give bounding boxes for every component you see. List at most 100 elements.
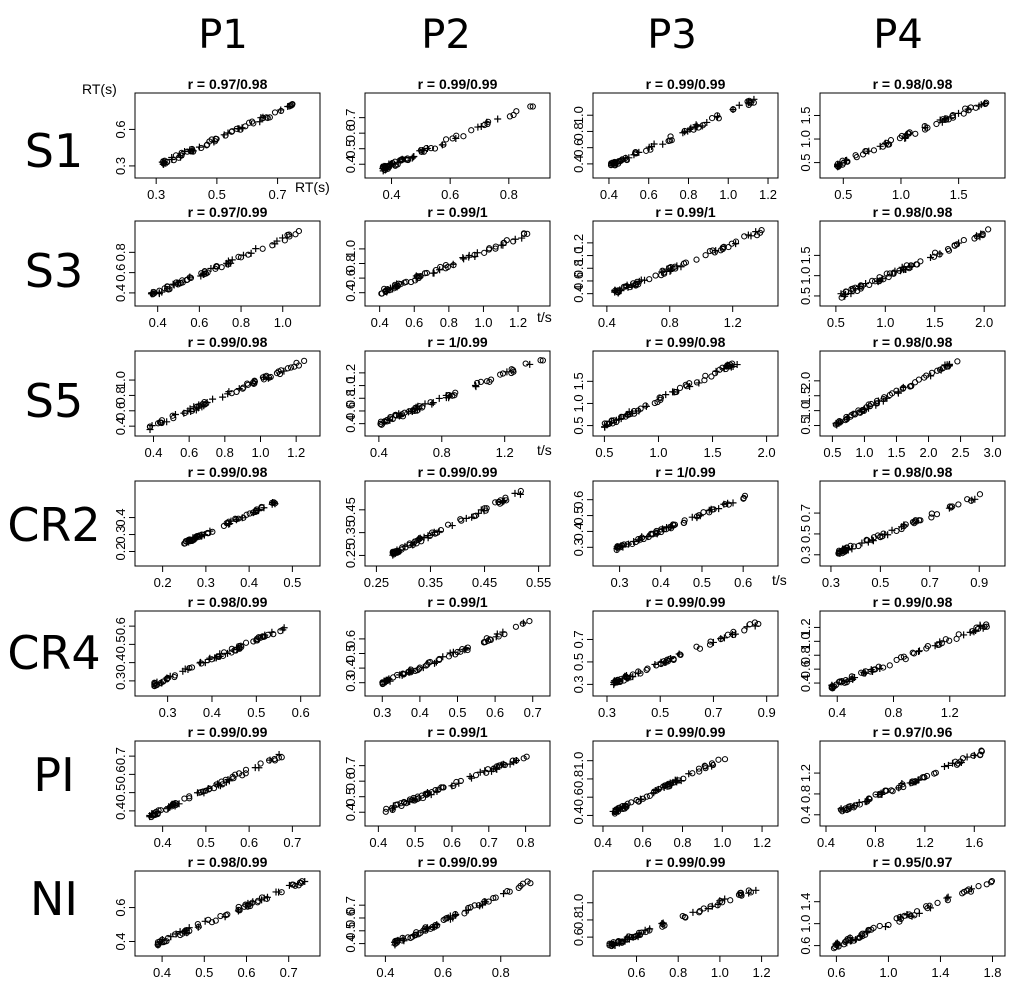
circle-point-s1-p4-7 xyxy=(933,120,940,128)
plus-point-pi-p3-66 xyxy=(669,778,677,786)
plus-point-cr2-p4-69 xyxy=(836,549,844,557)
circle-point-s5-p1-38 xyxy=(244,381,252,388)
y-tick-label-cr4-p3-0: 0.3 xyxy=(571,675,586,693)
y-tick-label-cr4-p2-0: 0.3 xyxy=(343,674,358,692)
plus-point-pi-p2-57 xyxy=(466,772,474,780)
plus-point-pi-p2-24 xyxy=(468,774,476,782)
circle-point-cr4-p2-32 xyxy=(481,638,488,646)
circle-point-s1-p2-22 xyxy=(506,113,514,120)
circle-point-s1-p3-2 xyxy=(668,137,675,144)
circle-point-cr2-p3-41 xyxy=(710,506,717,513)
circle-point-cr2-p4-65 xyxy=(864,537,871,544)
x-tick-label-s5-p3-0: 0.5 xyxy=(595,445,613,460)
row-label-s3: S3 xyxy=(24,244,84,298)
x-tick-label-pi-p2-1: 0.5 xyxy=(406,835,424,850)
circle-point-cr2-p1-62 xyxy=(209,528,216,535)
circle-point-s3-p2-67 xyxy=(382,287,389,294)
plus-point-cr4-p4-57 xyxy=(876,664,884,672)
circle-point-s3-p3-19 xyxy=(672,265,679,272)
circle-point-s1-p1-65 xyxy=(164,158,171,166)
plus-point-cr2-p3-66 xyxy=(668,522,676,530)
plus-point-pi-p1-30 xyxy=(225,777,233,785)
plus-point-cr4-p4-54 xyxy=(976,622,984,630)
circle-point-cr2-p1-44 xyxy=(233,516,240,523)
circle-point-s5-p3-67 xyxy=(651,399,658,407)
plus-point-cr4-p4-18 xyxy=(966,628,974,636)
circle-point-pi-p2-61 xyxy=(501,761,509,769)
x-tick-label-s1-p2-0: 0.4 xyxy=(382,187,400,202)
x-tick-label-ni-p1-2: 0.6 xyxy=(237,965,255,980)
x-tick-label-ni-p4-2: 1.4 xyxy=(931,965,949,980)
circle-point-s3-p3-47 xyxy=(682,259,689,266)
circle-point-ni-p4-56 xyxy=(885,921,892,929)
circle-point-cr4-p4-20 xyxy=(946,637,953,644)
y-tick-label-cr4-p2-3: 0.6 xyxy=(343,630,358,648)
circle-point-s1-p2-59 xyxy=(392,162,399,169)
plus-point-cr4-p4-48 xyxy=(851,674,859,682)
plus-point-pi-p2-18 xyxy=(433,787,441,795)
y-tick-label-ni-p3-2: 1.0 xyxy=(571,894,586,912)
y-tick-label-s5-p2-1: 0.6 xyxy=(343,402,358,420)
circle-point-cr2-p2-43 xyxy=(457,516,464,523)
circle-point-s3-p4-53 xyxy=(907,262,915,269)
circle-point-s3-p2-65 xyxy=(500,239,507,246)
plus-point-s3-p4-69 xyxy=(862,280,870,288)
plus-point-pi-p4-60 xyxy=(944,761,952,769)
circle-point-s1-p4-59 xyxy=(843,158,850,165)
circle-point-cr4-p1-50 xyxy=(163,675,171,682)
plot-title-s5-p2: r = 1/0.99 xyxy=(427,334,488,350)
plus-point-ni-p4-6 xyxy=(851,936,859,944)
plot-frame-s5-p1 xyxy=(134,350,321,437)
plus-point-ni-p3-66 xyxy=(635,930,643,938)
y-tick-label-s3-p3-0: 0.4 xyxy=(571,285,586,303)
plus-point-cr2-p4-63 xyxy=(869,537,877,545)
circle-point-s1-p4-56 xyxy=(983,99,990,106)
x-tick-label-s3-p1-0: 0.4 xyxy=(149,315,167,330)
ylabel-rt: RT(s) xyxy=(82,81,117,97)
plus-point-s3-p1-39 xyxy=(252,245,260,253)
x-tick-label-s3-p2-1: 0.6 xyxy=(405,315,423,330)
circle-point-cr4-p3-16 xyxy=(755,620,762,628)
y-tick-label-s3-p3-4: 1.2 xyxy=(571,234,586,252)
circle-point-cr4-p1-62 xyxy=(215,653,223,660)
circle-point-s5-p3-49 xyxy=(672,388,680,396)
plus-point-ni-p4-63 xyxy=(856,932,864,940)
plus-point-s5-p4-45 xyxy=(927,372,935,380)
circle-point-ni-p1-68 xyxy=(241,903,248,910)
x-tick-label-cr4-p1-0: 0.3 xyxy=(159,705,177,720)
circle-point-cr4-p3-55 xyxy=(653,662,660,669)
circle-point-s1-p3-56 xyxy=(708,115,716,122)
circle-point-s5-p2-68 xyxy=(449,392,456,399)
circle-point-cr4-p4-40 xyxy=(973,624,980,631)
plus-point-cr4-p1-66 xyxy=(279,626,287,634)
circle-point-pi-p3-43 xyxy=(695,765,703,772)
circle-point-ni-p4-67 xyxy=(870,924,877,932)
circle-point-ni-p4-65 xyxy=(865,926,872,934)
circle-point-s1-p4-68 xyxy=(906,129,913,136)
plot-title-pi-p2: r = 0.99/1 xyxy=(427,724,488,740)
y-tick-label-s5-p4-2: 1.5 xyxy=(798,387,813,405)
x-tick-label-ni-p2-0: 0.4 xyxy=(376,965,394,980)
plus-point-cr2-p2-57 xyxy=(410,538,418,546)
circle-point-cr4-p4-55 xyxy=(983,621,990,628)
circle-point-ni-p2-56 xyxy=(515,884,522,892)
plot-title-cr4-p4: r = 0.99/0.98 xyxy=(873,594,953,610)
y-tick-label-s5-p3-2: 1.5 xyxy=(571,372,586,390)
circle-point-pi-p3-37 xyxy=(702,763,709,770)
circle-point-s1-p4-35 xyxy=(896,135,904,142)
plus-point-cr4-p1-21 xyxy=(224,649,232,657)
plus-point-ni-p3-63 xyxy=(623,933,631,941)
plus-point-pi-p1-60 xyxy=(171,802,179,810)
plus-point-ni-p1-63 xyxy=(181,927,189,935)
circle-point-cr2-p2-67 xyxy=(470,513,478,520)
circle-point-ni-p2-65 xyxy=(420,927,427,934)
y-tick-label-cr2-p3-1: 0.4 xyxy=(571,522,586,540)
y-tick-label-pi-p1-0: 0.4 xyxy=(113,802,128,820)
circle-point-ni-p1-35 xyxy=(195,923,202,930)
circle-point-ni-p2-52 xyxy=(524,878,531,885)
y-tick-label-pi-p4-1: 0.8 xyxy=(798,785,813,803)
x-tick-label-cr2-p2-2: 0.45 xyxy=(472,575,497,590)
plus-point-ni-p4-51 xyxy=(835,941,843,949)
circle-point-ni-p2-64 xyxy=(461,910,468,917)
circle-point-s3-p1-64 xyxy=(149,290,156,297)
